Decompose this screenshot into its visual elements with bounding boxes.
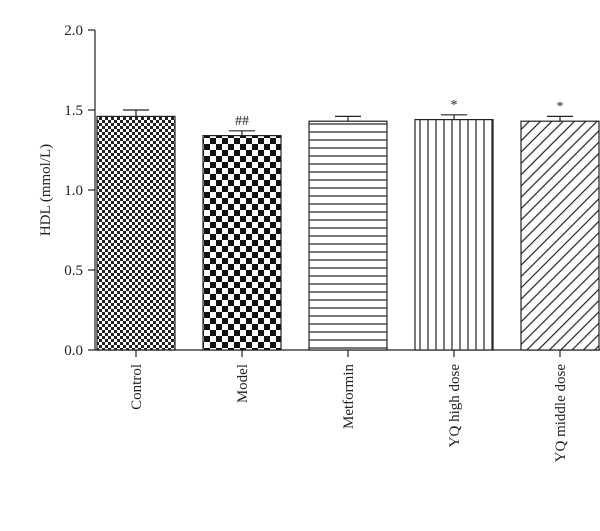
bar — [96, 115, 176, 351]
y-axis: 0.0 0.5 1.0 1.5 2.0 — [64, 23, 96, 359]
category-labels: Control Model Metformin YQ high dose YQ midd… — [129, 364, 569, 463]
significance-mark: ## — [235, 114, 249, 129]
significance-mark: * — [451, 98, 458, 113]
x-axis — [95, 349, 600, 357]
bar — [202, 135, 282, 351]
y-tick-label: 1.5 — [64, 103, 83, 119]
bar — [520, 120, 600, 351]
y-tick-label: 2.0 — [64, 23, 83, 39]
significance-mark: * — [557, 99, 564, 114]
error-bars — [123, 109, 573, 136]
y-tick-label: 0.0 — [64, 343, 83, 359]
category-label: Metformin — [341, 364, 357, 429]
bar — [308, 120, 388, 351]
y-axis-label: HDL (mmol/L) — [38, 144, 54, 236]
y-tick-label: 0.5 — [64, 263, 83, 279]
category-label: Control — [129, 364, 145, 410]
bar — [414, 118, 494, 351]
bars — [96, 115, 600, 351]
y-tick-label: 1.0 — [64, 183, 83, 199]
significance-annotations: ##*** — [235, 98, 564, 129]
category-label: YQ high dose — [447, 364, 463, 448]
category-label: YQ middle dose — [553, 364, 569, 463]
category-label: Model — [235, 364, 251, 403]
